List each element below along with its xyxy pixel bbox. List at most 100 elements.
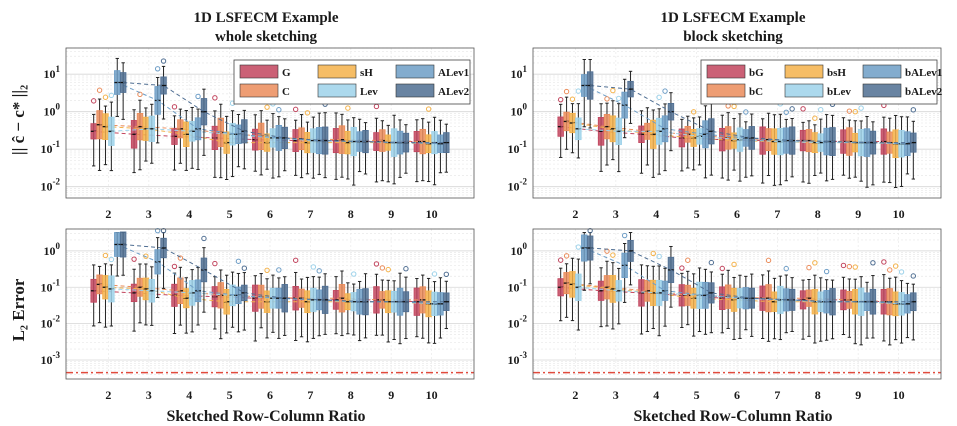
x-tick-label: 7 (307, 207, 313, 221)
outlier-point (812, 260, 818, 266)
outlier-point (292, 257, 299, 263)
y-tick-label: 10-2 (508, 177, 528, 194)
legend-label: ALev1 (438, 67, 469, 79)
outlier-point (212, 95, 218, 101)
panel-title-tr-line1: 1D LSFECM Example (660, 10, 805, 26)
outlier-point (881, 259, 887, 265)
outlier-point (108, 256, 115, 263)
outlier-point (806, 264, 812, 271)
x-tick-label: 8 (348, 207, 354, 221)
y-tick-label: 101 (511, 64, 528, 81)
legend-label: sH (360, 67, 373, 79)
outlier-point (425, 106, 432, 112)
x-tick-label: 2 (105, 388, 111, 402)
y-tick-label: 10-3 (41, 350, 61, 367)
y-axis-label-top: || ĉ − c* ||₂ (9, 85, 28, 155)
x-tick-label: 6 (734, 388, 740, 402)
x-tick-label: 3 (613, 388, 619, 402)
outlier-point (385, 266, 391, 273)
x-tick-label: 9 (388, 207, 394, 221)
x-tick-label: 3 (613, 207, 619, 221)
y-axis-label-bottom: L₂ Error (9, 278, 28, 341)
y-tick-label: 10-1 (41, 139, 61, 156)
outlier-point (241, 265, 248, 271)
outlier-point (96, 87, 103, 93)
x-tick-label: 8 (815, 207, 821, 221)
outlier-point (373, 261, 380, 267)
x-tick-label: 10 (893, 388, 905, 402)
outlier-point (316, 268, 322, 274)
legend-label: ALev2 (438, 86, 470, 98)
y-tick-label: 10-2 (508, 314, 528, 331)
x-tick-label: 5 (227, 207, 233, 221)
outlier-point (662, 88, 668, 94)
outlier-point (679, 265, 685, 271)
legend-label: bC (749, 86, 763, 98)
x-tick-label: 7 (774, 388, 780, 402)
outlier-point (812, 115, 818, 121)
outlier-point (171, 104, 178, 110)
x-tick-label: 9 (388, 388, 394, 402)
y-tick-label: 10-2 (41, 314, 61, 331)
x-tick-label: 10 (893, 207, 905, 221)
axes-frame (532, 228, 942, 380)
outlier-point (783, 265, 789, 272)
outlier-point (650, 250, 656, 257)
outlier-point (563, 253, 570, 259)
outlier-point (731, 261, 737, 268)
trend-line-bALev2 (590, 247, 914, 303)
legend-swatch-Lev (317, 83, 357, 98)
legend-swatch-sH (317, 64, 357, 79)
x-tick-label: 4 (186, 388, 192, 402)
outlier-point (846, 108, 853, 114)
panel-title-tl-line1: 1D LSFECM Example (193, 10, 338, 26)
x-tick-label: 6 (734, 207, 740, 221)
trend-line-ALev2 (123, 82, 447, 144)
trend-line-sH (105, 286, 429, 305)
x-tick-label: 6 (267, 207, 273, 221)
outlier-point (656, 94, 662, 101)
outlier-point (604, 96, 610, 102)
x-tick-label: 9 (855, 207, 861, 221)
legend-swatch-bLev (784, 83, 824, 98)
outlier-point (690, 109, 697, 115)
outlier-point (823, 268, 830, 275)
panel-bottom-left: 2 3 4 5 6 7 8 9 10 10-3 10-2 10-1 100 (41, 227, 475, 402)
trend-line-bsH (572, 122, 896, 145)
trend-line-bsH (572, 283, 896, 305)
x-tick-label: 3 (146, 388, 152, 402)
y-tick-label: 10-2 (41, 177, 61, 194)
x-tick-label: 7 (774, 207, 780, 221)
axes-frame (65, 228, 475, 380)
trend-line-sH (105, 126, 429, 145)
y-tick-label: 10-3 (508, 350, 528, 367)
outlier-point (403, 266, 409, 272)
outlier-point (910, 273, 917, 279)
outlier-point (276, 107, 282, 113)
x-tick-label: 2 (572, 388, 578, 402)
outlier-point (443, 271, 450, 278)
legend-label: Lev (360, 86, 378, 98)
outlier-point (575, 88, 582, 94)
outlier-point (90, 98, 97, 104)
outlier-point (264, 267, 270, 273)
x-tick-label: 5 (227, 388, 233, 402)
y-tick-label: 101 (44, 64, 61, 81)
x-tick-label: 10 (426, 207, 438, 221)
outlier-point (212, 260, 218, 267)
outlier-point (858, 105, 864, 111)
outlier-point (719, 265, 725, 272)
trend-line-bLev (578, 128, 902, 145)
outlier-point (870, 260, 876, 266)
x-tick-label: 5 (694, 207, 700, 221)
legend-label: bALev1 (905, 67, 942, 79)
legend-swatch-bsH (784, 64, 824, 79)
outlier-point (569, 96, 576, 102)
outlier-point (610, 252, 616, 258)
x-tick-label: 7 (307, 388, 313, 402)
x-tick-label: 9 (855, 388, 861, 402)
x-axis-label-right: Sketched Row-Column Ratio (633, 408, 832, 425)
legend-label: bALev2 (905, 86, 943, 98)
